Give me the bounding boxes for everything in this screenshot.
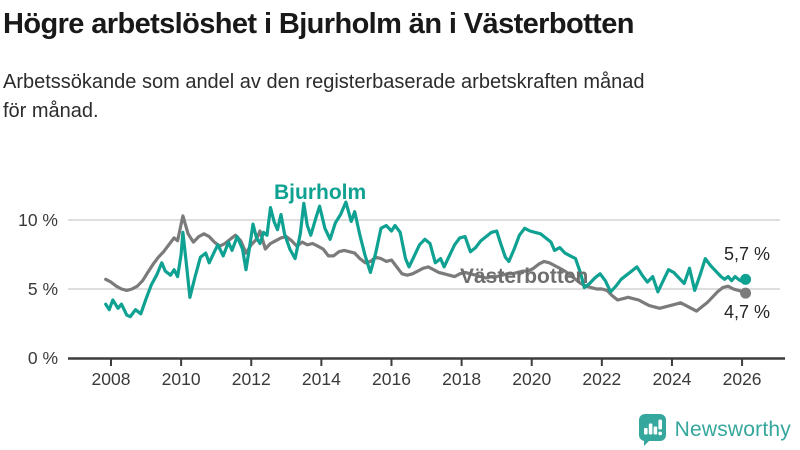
page-title: Högre arbetslöshet i Bjurholm än i Väste… (3, 8, 634, 40)
newsworthy-icon (638, 414, 666, 446)
x-tick-label: 2022 (582, 369, 621, 389)
newsworthy-logo: Newsworthy (638, 413, 791, 446)
västerbotten-line (104, 214, 748, 313)
västerbotten-end-dot (740, 287, 752, 299)
line-chart: 2008 2010 2012 2014 2016 2018 2020 2022 2024 2026… (0, 155, 800, 405)
x-tick-label: 2008 (92, 369, 131, 389)
y-tick-label: 5 % (28, 279, 58, 299)
subtitle-line-2: för månad. (3, 100, 99, 122)
x-tick-label: 2010 (162, 369, 201, 389)
x-tick-label: 2018 (442, 369, 481, 389)
end-value-label-bjurholm: 5,7 % (723, 244, 770, 264)
header: Högre arbetslöshet i Bjurholm än i Väste… (3, 6, 795, 126)
bjurholm-line (104, 200, 748, 319)
subtitle-line-1: Arbetssökande som andel av den registerb… (3, 71, 645, 93)
bjurholm-end-dot (740, 273, 752, 285)
x-tick-label: 2016 (372, 369, 411, 389)
x-tick-label: 2012 (232, 369, 271, 389)
x-tick-label: 2020 (512, 369, 551, 389)
end-value-label-vasterbotten: 4,7 % (723, 302, 770, 322)
chart-canvas: 2008 2010 2012 2014 2016 2018 2020 2022 2024 2026… (18, 200, 785, 389)
y-tick-label: 0 % (28, 348, 58, 368)
x-tick-label: 2024 (652, 369, 691, 389)
y-tick-label: 10 % (18, 210, 58, 230)
x-tick-label: 2014 (302, 369, 341, 389)
series-label-vasterbotten: Västerbotten (460, 265, 589, 288)
x-tick-label: 2026 (723, 369, 762, 389)
series-label-bjurholm: Bjurholm (274, 181, 367, 204)
chart-subtitle: Arbetssökande som andel av den registerb… (3, 68, 795, 126)
newsworthy-wordmark: Newsworthy (674, 417, 791, 441)
